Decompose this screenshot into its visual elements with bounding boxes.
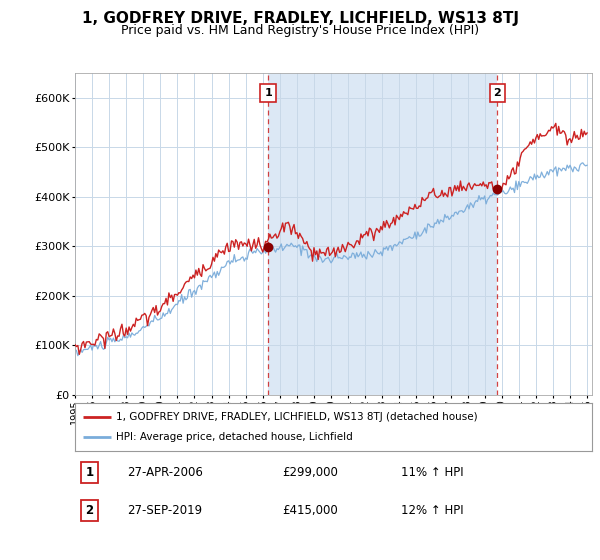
Text: Price paid vs. HM Land Registry's House Price Index (HPI): Price paid vs. HM Land Registry's House … [121, 24, 479, 37]
Text: £299,000: £299,000 [282, 466, 338, 479]
Text: 27-APR-2006: 27-APR-2006 [127, 466, 203, 479]
Text: 2: 2 [85, 504, 94, 517]
Text: 1: 1 [265, 87, 272, 97]
Text: 1, GODFREY DRIVE, FRADLEY, LICHFIELD, WS13 8TJ: 1, GODFREY DRIVE, FRADLEY, LICHFIELD, WS… [82, 11, 518, 26]
Text: 1: 1 [85, 466, 94, 479]
Text: 11% ↑ HPI: 11% ↑ HPI [401, 466, 463, 479]
Text: 27-SEP-2019: 27-SEP-2019 [127, 504, 202, 517]
Text: HPI: Average price, detached house, Lichfield: HPI: Average price, detached house, Lich… [116, 432, 353, 442]
Text: £415,000: £415,000 [282, 504, 338, 517]
Text: 2: 2 [493, 87, 501, 97]
Bar [268, 73, 497, 395]
Text: 1, GODFREY DRIVE, FRADLEY, LICHFIELD, WS13 8TJ (detached house): 1, GODFREY DRIVE, FRADLEY, LICHFIELD, WS… [116, 412, 478, 422]
Text: 12% ↑ HPI: 12% ↑ HPI [401, 504, 463, 517]
